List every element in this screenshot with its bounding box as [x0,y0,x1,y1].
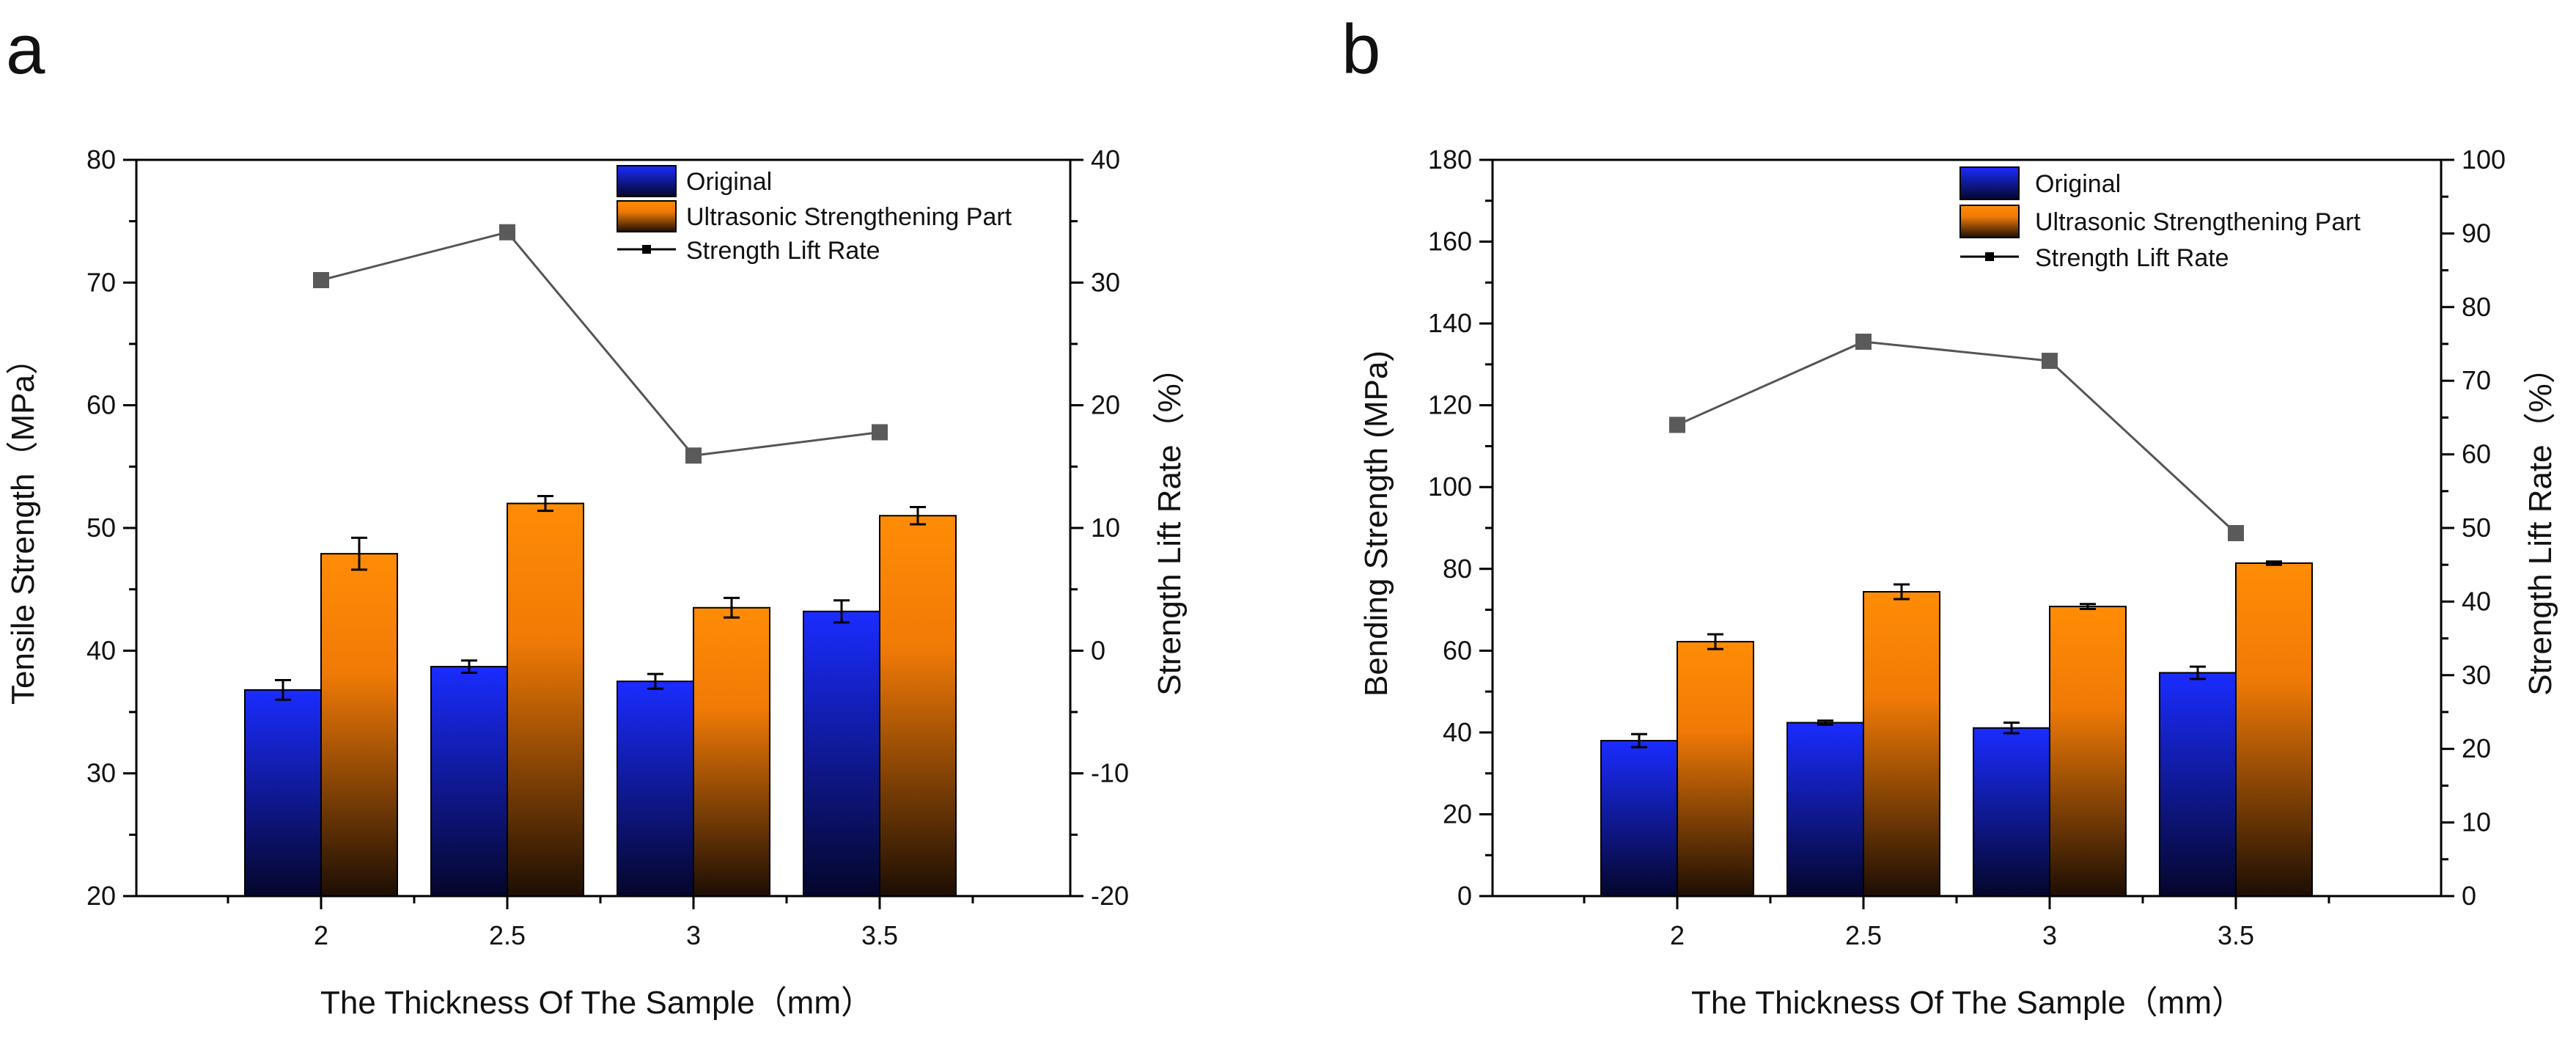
y2-tick-label-b-7: 70 [2462,365,2491,395]
x-tick-label-a-0: 2 [314,920,328,950]
y-tick-label-a-5: 70 [87,267,116,297]
bar-b-s0-2 [1973,727,2050,898]
y-tick-label-a-6: 80 [87,144,116,175]
y2-tick-label-a-2: 0 [1091,635,1105,665]
y-tick-label-b-6: 120 [1428,390,1472,420]
legend-marker-a [642,245,651,254]
y-tick-label-a-0: 20 [87,881,116,911]
lift-rate-point-b-3 [2228,525,2244,542]
legend-b: Original Ultrasonic Strengthening Part S… [1959,166,2361,272]
y2-tick-label-b-10: 100 [2462,144,2506,175]
y2-tick-label-b-4: 40 [2462,586,2491,616]
ticks-b: 0 20 40 60 80 100 120 140 160 180 0 10 20 30 40 50 60 70 8… [1428,144,2506,950]
y-axis-label-b: Bending Strength (MPa) [1358,351,1394,697]
y2-tick-label-a-0: -20 [1091,881,1129,911]
bar-b-s1-1 [1863,591,1940,897]
y-tick-label-b-0: 0 [1457,881,1472,911]
bar-b-s0-1 [1786,722,1864,897]
legend-label-original-a: Original [686,168,772,196]
y2-tick-label-b-1: 10 [2462,807,2491,837]
x-tick-label-b-1: 2.5 [1845,920,1882,950]
y-tick-label-a-2: 40 [87,635,116,665]
bar-a-s1-3 [879,515,957,897]
legend-label-strengthened-a: Ultrasonic Strengthening Part [686,203,1012,231]
lift-rate-point-a-0 [313,271,329,288]
lift-rate-point-a-3 [872,424,888,441]
x-axis-label-a: The Thickness Of The Sample（mm） [320,985,873,1021]
bar-a-s0-0 [244,689,322,897]
legend-swatch-strengthened-a [617,200,677,232]
legend-a: Original Ultrasonic Strengthening Part S… [617,165,1012,265]
marks-a [244,224,957,898]
bar-a-s1-0 [320,553,398,897]
y2-tick-label-a-6: 40 [1091,144,1120,175]
y-tick-label-a-1: 30 [87,758,116,788]
y-tick-label-b-2: 40 [1443,717,1472,747]
legend-label-strengthened-b: Ultrasonic Strengthening Part [2035,208,2361,236]
bar-b-s0-3 [2159,672,2237,897]
bar-b-s0-0 [1600,740,1678,897]
lift-rate-line-a [320,231,880,457]
y2-axis-label-a: Strength Lift Rate（%） [1152,351,1188,696]
x-tick-label-a-3: 3.5 [861,920,898,950]
y2-axis-label-b: Strength Lift Rate（%） [2522,351,2558,696]
y2-tick-label-b-9: 90 [2462,218,2491,248]
y2-tick-label-b-2: 20 [2462,733,2491,763]
x-tick-label-a-2: 3 [686,920,701,950]
panel-b: b 0 20 40 60 80 100 120 140 160 180 0 10 20 30 40 50 60 7… [1342,10,2558,1021]
y-tick-label-b-4: 80 [1443,554,1472,584]
lift-rate-point-b-0 [1669,417,1685,433]
lift-rate-point-a-2 [685,447,702,464]
panel-label-a: a [6,10,45,89]
legend-label-lift-b: Strength Lift Rate [2035,244,2229,272]
y-tick-label-a-4: 60 [87,390,116,420]
lift-rate-point-b-1 [1855,333,1872,350]
bar-a-s1-1 [507,502,584,897]
y2-tick-label-a-5: 30 [1091,267,1120,297]
legend-label-original-b: Original [2035,170,2121,198]
y-tick-label-a-3: 50 [87,513,116,543]
lift-rate-point-b-2 [2042,353,2058,370]
x-tick-label-b-3: 3.5 [2218,920,2254,950]
y2-tick-label-b-3: 30 [2462,660,2491,690]
x-tick-label-a-1: 2.5 [489,920,526,950]
y-tick-label-b-3: 60 [1443,635,1472,665]
panel-label-b: b [1342,10,1380,89]
y2-tick-label-b-0: 0 [2462,881,2476,911]
y2-tick-label-b-5: 50 [2462,513,2491,543]
lift-rate-line-b [1677,340,2237,535]
legend-swatch-original-a [617,165,677,197]
x-tick-label-b-2: 3 [2042,920,2057,950]
y2-tick-label-a-4: 20 [1091,390,1120,420]
y2-tick-label-b-8: 80 [2462,292,2491,322]
bar-b-s1-0 [1677,641,1754,897]
x-tick-label-b-0: 2 [1670,920,1685,950]
bar-a-s0-1 [430,666,508,897]
lift-rate-point-a-1 [499,224,515,241]
ticks-a: 20 30 40 50 60 70 80 -20 -10 0 10 20 30 40 2 2.5 3 3.5 [87,144,1129,950]
bar-a-s0-2 [617,680,694,898]
y2-tick-label-b-6: 60 [2462,439,2491,469]
y-tick-label-b-9: 180 [1428,144,1472,175]
bar-b-s1-2 [2049,606,2127,897]
y-tick-label-b-5: 100 [1428,472,1472,502]
y-tick-label-b-1: 20 [1443,799,1472,829]
legend-swatch-strengthened-b [1959,205,2020,238]
x-axis-label-b: The Thickness Of The Sample（mm） [1691,985,2244,1021]
y-tick-label-b-7: 140 [1428,308,1472,338]
bar-a-s0-3 [803,610,880,898]
legend-label-lift-a: Strength Lift Rate [686,237,880,265]
legend-swatch-original-b [1959,166,2020,200]
marks-b [1600,333,2313,898]
legend-marker-b [1985,252,1994,261]
bar-b-s1-3 [2235,562,2313,897]
y2-tick-label-a-3: 10 [1091,513,1120,543]
y-axis-label-a: Tensile Strength（MPa） [5,342,41,705]
y-tick-label-b-8: 160 [1428,227,1472,257]
y2-tick-label-a-1: -10 [1091,758,1129,788]
bar-a-s1-2 [693,606,770,897]
